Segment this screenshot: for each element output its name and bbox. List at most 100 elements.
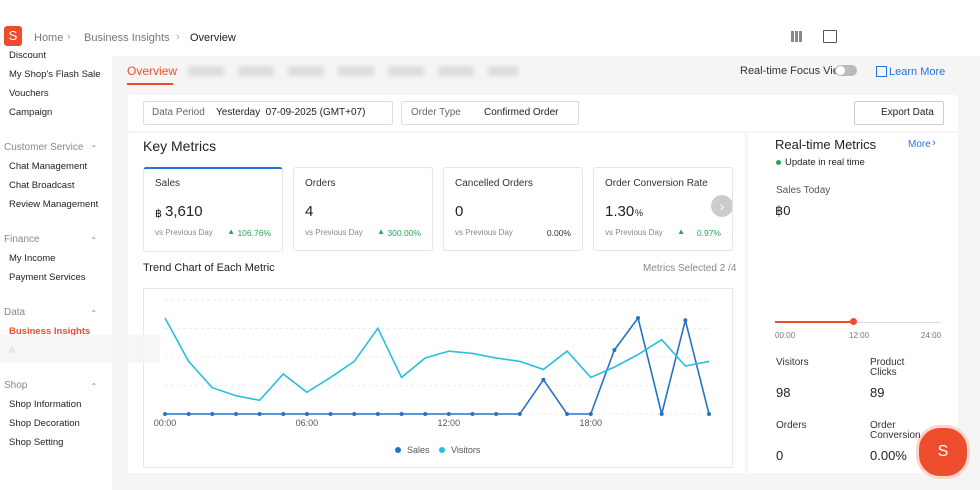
metric-card[interactable] [443,167,583,251]
timeline-label: 00:00 [775,331,796,340]
export-btn[interactable] [854,101,944,125]
metric-change: 0.00% [546,228,571,238]
learn-icon [876,66,887,77]
stat-label: Order Conversion [870,420,921,441]
book-icon[interactable] [823,30,837,43]
stat-value: 98 [776,385,791,400]
period-box[interactable] [143,101,393,125]
menu-group[interactable]: Customer Service [4,142,84,153]
metrics-panel [128,133,745,473]
menu-item[interactable]: Payment Services [9,272,86,283]
metric-card[interactable] [293,167,433,251]
x-tick-label: 18:00 [579,418,602,428]
point [375,412,380,416]
menu-group[interactable]: Data [4,307,26,318]
metric-card[interactable] [593,167,733,251]
crumb[interactable]: Home [34,32,64,44]
rt-more[interactable]: More [908,139,931,150]
compare-label: vs Previous Day [305,228,363,237]
menu-group[interactable]: Finance [4,234,40,245]
menu-item[interactable]: Shop Decoration [9,418,80,429]
metric-label: Order Conversion Rate [605,178,708,189]
timeline [775,322,941,323]
chevron: ⌄ [90,381,98,391]
toggle[interactable] [835,65,857,76]
point [517,412,522,416]
metric-change: 106.76% [237,228,271,238]
sales-today: ฿0 [775,203,791,218]
chevron: ⌄ [90,308,98,318]
crumb: Overview [190,32,236,44]
tab-underline [127,83,173,85]
apps-icon[interactable] [791,31,802,42]
up-arrow: ▲ [677,227,685,236]
menu-item[interactable]: Chat Management [9,161,88,172]
order-label: Order Type [411,107,461,118]
menu-item[interactable]: Chat Broadcast [9,180,75,191]
point [423,412,428,416]
compare-label: vs Previous Day [605,228,663,237]
line [165,316,710,415]
point [233,412,238,416]
stat-value: 89 [870,385,885,400]
blurred-tabs [188,66,518,76]
metric-card[interactable] [143,167,283,252]
learn-more[interactable]: Learn More [889,66,946,78]
menu-item[interactable]: Shop Setting [9,437,64,448]
metric-label: Cancelled Orders [455,178,533,189]
stat-label: Product Clicks [870,357,905,378]
menu-item[interactable]: Business Insights [9,326,91,337]
menu-item[interactable]: Vouchers [9,88,49,99]
float-button[interactable]: S [916,425,970,479]
metric-label: Sales [155,178,181,189]
timeline-label: 24:00 [921,331,942,340]
timeline-dot [850,318,857,325]
point [470,412,475,416]
menu-item[interactable]: My Income [9,253,56,264]
chevron: ⌄ [90,143,98,153]
point [352,412,357,416]
compare-label: vs Previous Day [455,228,513,237]
tab[interactable]: Overview [127,64,178,78]
point [186,412,191,416]
point [636,316,641,320]
menu-item[interactable]: My Shop's Flash Sale [9,69,101,80]
point [281,412,286,416]
point [612,348,617,352]
stat-value: 0.00% [870,448,907,463]
sep: › [176,31,180,43]
crumb[interactable]: Business Insights [84,32,170,44]
x-tick-label: 00:00 [154,418,177,428]
next-arrow[interactable]: › [711,195,733,217]
timeline-progress [775,321,853,323]
point [328,412,333,416]
menu-item[interactable]: Shop Information [9,399,82,410]
period-value: Yesterday 07-09-2025 (GMT+07) [216,107,366,118]
point [446,412,451,416]
trend-title: Trend Chart of Each Metric [143,262,275,274]
logo[interactable]: S [4,26,22,46]
period-label: Data Period [152,107,205,118]
export-label: Export Data [881,107,934,118]
line [164,317,710,402]
point [565,412,570,416]
stat-label: Visitors [776,357,809,368]
menu-item[interactable]: Discount [9,50,46,61]
menu-group[interactable]: Shop [4,380,28,391]
point [659,412,664,416]
metrics-title: Key Metrics [143,138,217,154]
order-box[interactable] [401,101,579,125]
legend-dot [395,447,401,453]
rt-dot [776,160,781,165]
menu-item[interactable]: Campaign [9,107,53,118]
x-tick-label: 06:00 [296,418,319,428]
point [304,412,309,416]
point [541,377,546,382]
point [257,412,262,416]
metric-unit: % [635,208,644,218]
menu-item[interactable]: Review Management [9,199,99,210]
order-value: Confirmed Order [484,107,559,118]
timeline-label: 12:00 [849,331,870,340]
